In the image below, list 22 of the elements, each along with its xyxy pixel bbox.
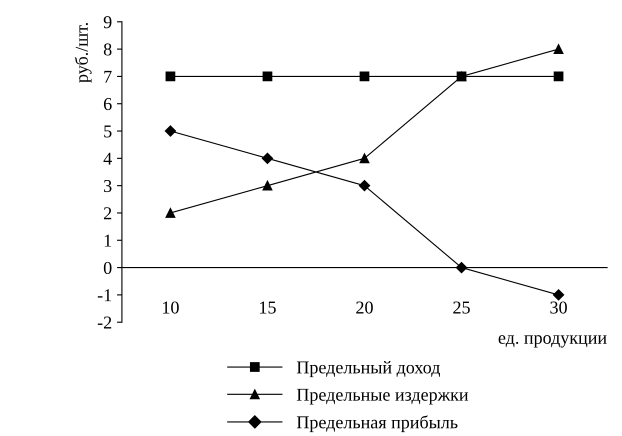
y-tick-label: 1 [104, 234, 112, 247]
x-tick-label: 15 [260, 302, 276, 314]
legend-label: Предельная прибыль [296, 415, 458, 432]
y-axis-title: руб./шт. [74, 22, 92, 83]
y-tick-label: 5 [104, 125, 112, 138]
x-axis-title: ед. продукции [498, 335, 607, 348]
legend-label: Предельный доход [296, 360, 440, 378]
y-tick-label: 4 [104, 152, 112, 165]
y-tick-label: 7 [104, 70, 112, 83]
y-tick-label: 3 [104, 180, 112, 192]
y-tick-label: 2 [104, 207, 112, 220]
y-tick-label: -2 [98, 316, 112, 328]
x-tick-label: 30 [550, 301, 567, 314]
y-tick-label: 6 [104, 98, 112, 110]
y-tick-label: 0 [104, 262, 112, 274]
legend-label: Предельные издержки [296, 388, 468, 404]
y-tick-label: 9 [104, 16, 112, 28]
x-tick-label: 25 [453, 301, 470, 314]
y-tick-label: -1 [98, 289, 112, 302]
x-tick-label: 10 [162, 301, 179, 314]
x-tick-label: 20 [356, 301, 373, 314]
y-tick-label: 8 [104, 43, 112, 56]
